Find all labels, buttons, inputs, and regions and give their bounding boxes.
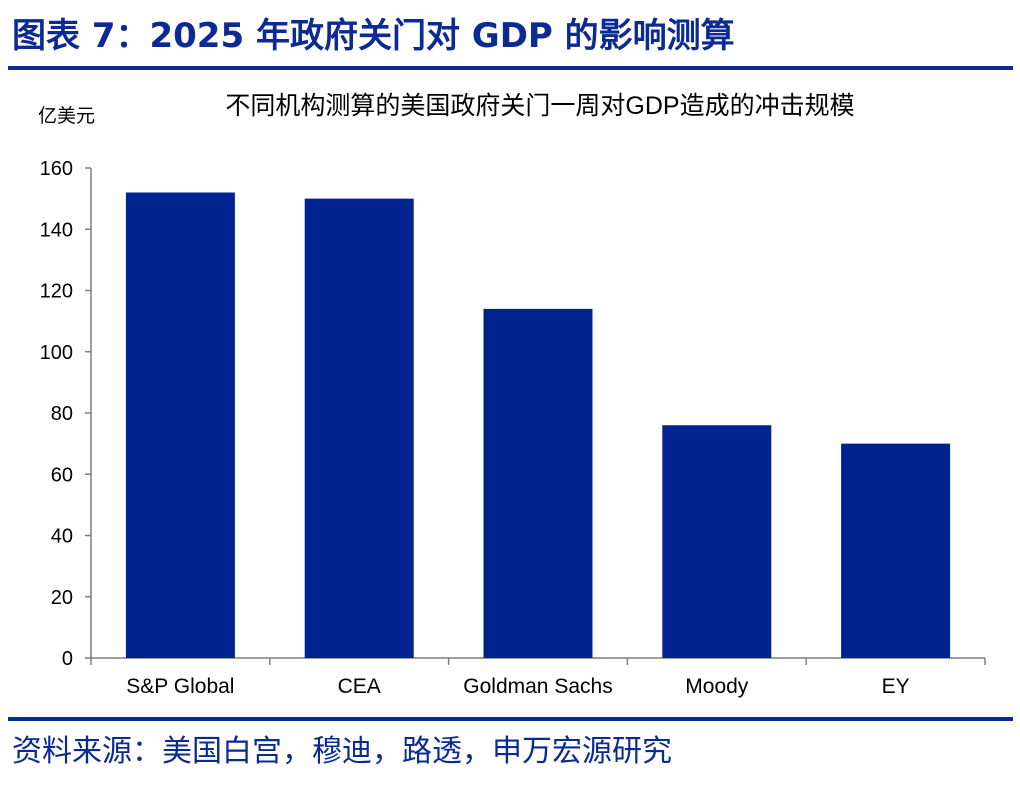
x-category-label: S&P Global [126,675,234,698]
bar [125,192,235,658]
y-tick-label: 100 [40,342,73,364]
bar [662,425,772,658]
bar [483,308,593,658]
x-category-label: Goldman Sachs [463,675,612,698]
y-tick-label: 120 [40,281,73,303]
y-axis-unit-label: 亿美元 [38,105,95,127]
x-category-label: EY [882,675,910,698]
bar-chart: 不同机构测算的美国政府关门一周对GDP造成的冲击规模 亿美元 0 20 40 60 80… [38,92,986,698]
x-category-label: Moody [685,675,749,698]
y-tick-label: 0 [62,648,73,670]
y-tick-label: 140 [40,219,73,241]
title-divider [8,66,1013,70]
y-tick-label: 80 [51,403,73,425]
y-tick-label: 40 [51,526,73,548]
source-note: 资料来源：美国白宫，穆迪，路透，申万宏源研究 [12,734,672,769]
figure-title: 图表 7：2025 年政府关门对 GDP 的影响测算 [12,16,735,56]
plot-area: 0 20 40 60 80 100 120 140 160 S&P Global CEA Goldma… [40,158,986,698]
y-tick-label: 160 [40,158,73,180]
bar [304,198,414,658]
source-divider [8,717,1013,721]
chart-title: 不同机构测算的美国政府关门一周对GDP造成的冲击规模 [225,92,854,120]
x-category-label: CEA [338,675,381,698]
bar [841,443,951,658]
y-tick-label: 60 [51,464,73,486]
y-tick-label: 20 [51,587,73,609]
